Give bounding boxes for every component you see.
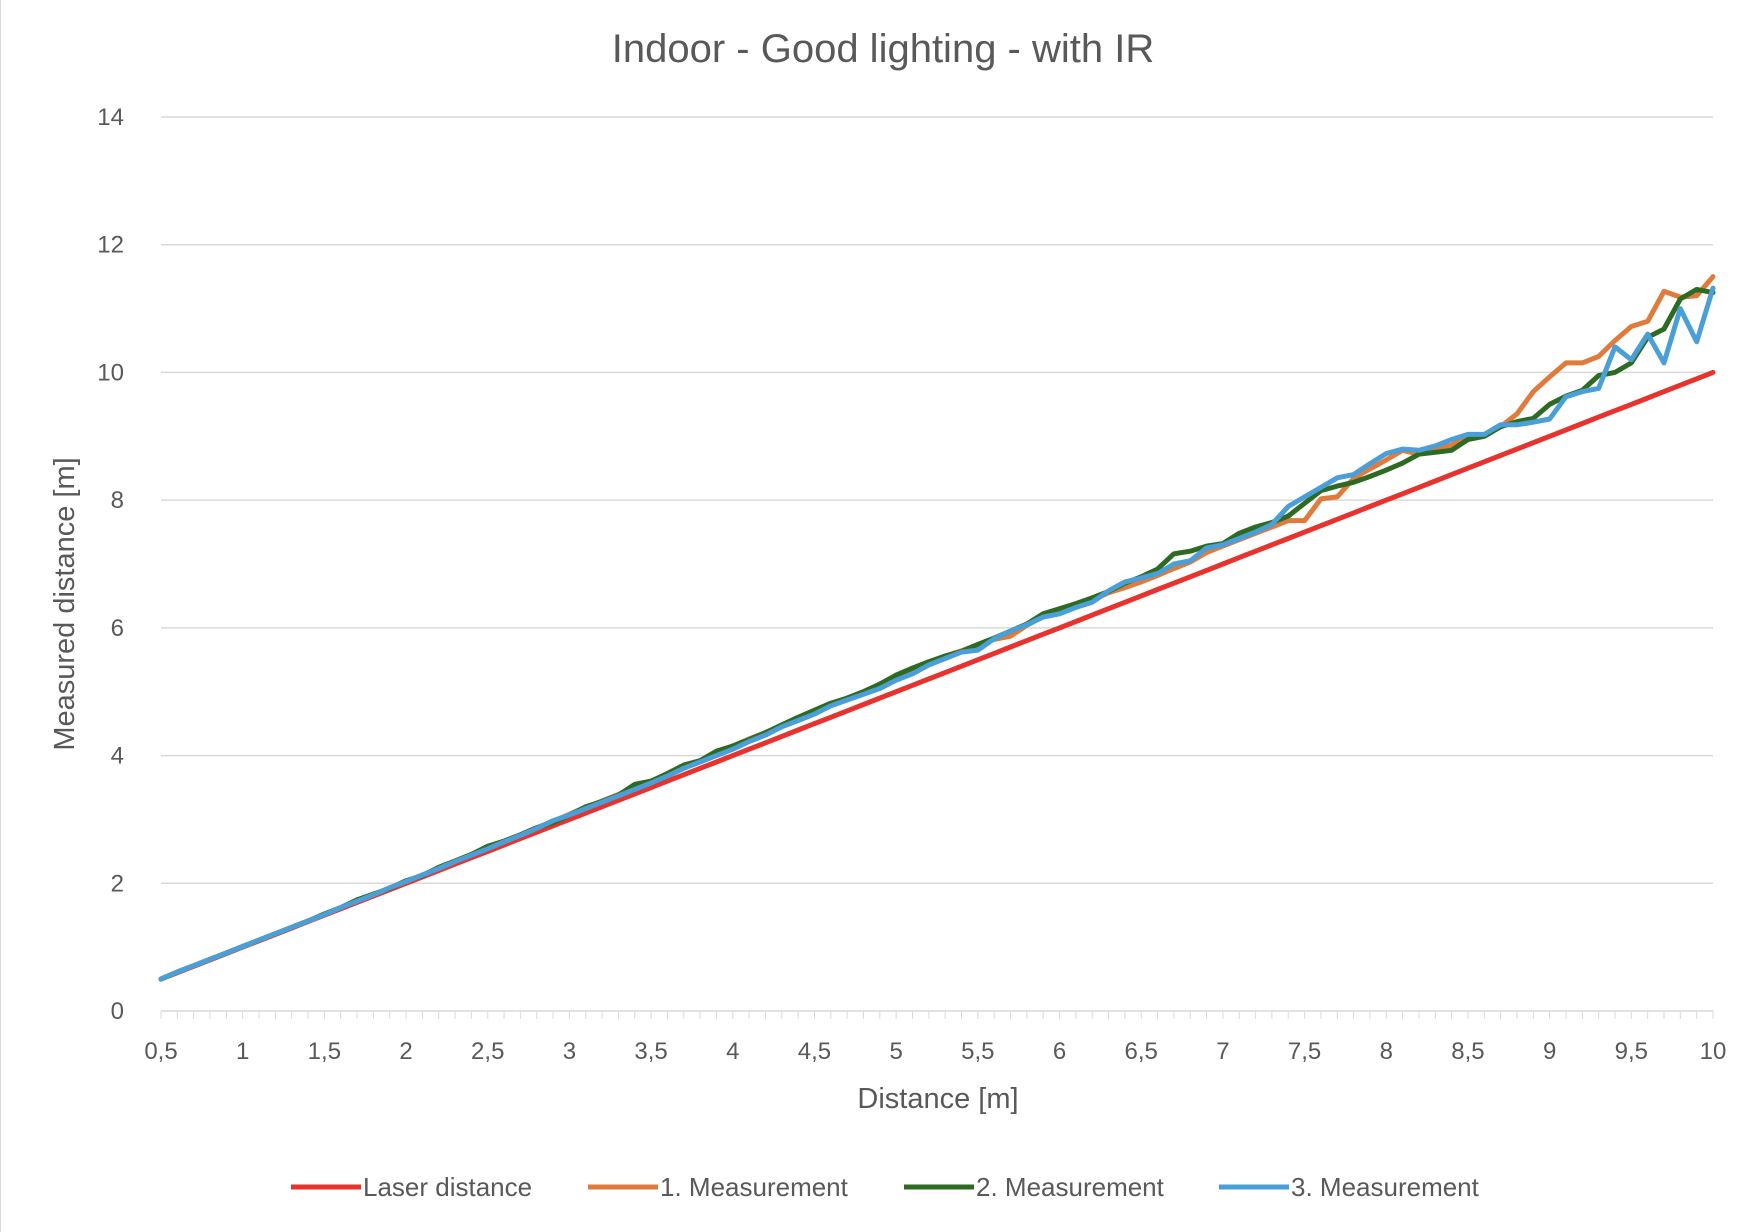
series-line-3 [158, 286, 1716, 982]
legend-label-1: Laser distance [363, 1172, 532, 1202]
x-tick-label: 2,5 [471, 1038, 504, 1065]
y-tick-label: 2 [111, 870, 124, 897]
legend-label-3: 2. Measurement [976, 1172, 1165, 1202]
x-tick-label: 1,5 [308, 1038, 341, 1065]
y-tick-label: 12 [97, 232, 124, 259]
gridlines [161, 116, 1713, 885]
x-tick-label: 7 [1216, 1038, 1229, 1065]
y-tick-label: 14 [97, 104, 124, 131]
legend-label-2: 1. Measurement [660, 1172, 849, 1202]
x-axis-title: Distance [m] [857, 1083, 1018, 1115]
x-tick-label: 10 [1700, 1038, 1727, 1065]
x-tick-label: 7,5 [1288, 1038, 1321, 1065]
x-tick-label: 3 [563, 1038, 576, 1065]
x-tick-label: 6 [1053, 1038, 1066, 1065]
legend: Laser distance 1. Measurement 2. Measureme… [291, 1172, 1480, 1202]
x-tick-label: 0,5 [144, 1038, 177, 1065]
legend-label-4: 3. Measurement [1291, 1172, 1480, 1202]
x-tick-label: 9,5 [1615, 1038, 1648, 1065]
y-tick-label: 6 [111, 615, 124, 642]
y-tick-label: 4 [111, 743, 124, 770]
x-tick-label: 8 [1380, 1038, 1393, 1065]
x-tick-label: 5 [889, 1038, 902, 1065]
y-axis-title: Measured distance [m] [49, 457, 81, 750]
series-lines [158, 274, 1716, 982]
chart-title: Indoor - Good lighting - with IR [612, 27, 1154, 71]
x-tick-label: 3,5 [634, 1038, 667, 1065]
x-tick-label: 1 [236, 1038, 249, 1065]
series-line-4 [158, 285, 1716, 982]
y-tick-label: 10 [97, 359, 124, 386]
x-tick-label: 2 [399, 1038, 412, 1065]
x-tick-label: 5,5 [961, 1038, 994, 1065]
x-axis-ticks: 0,5 1 1,5 2 2,5 3 3,5 4 4,5 5 5,5 6 6,5 7 7,5 8 8,5 9 9,5 1… [144, 1011, 1726, 1065]
x-tick-label: 9 [1543, 1038, 1556, 1065]
y-axis-ticks: 0 2 4 6 8 10 12 14 [97, 104, 124, 1025]
x-tick-label: 8,5 [1451, 1038, 1484, 1065]
x-tick-label: 6,5 [1125, 1038, 1158, 1065]
y-tick-label: 8 [111, 487, 124, 514]
x-tick-label: 4 [726, 1038, 739, 1065]
x-tick-label: 4,5 [798, 1038, 831, 1065]
y-tick-label: 0 [111, 998, 124, 1025]
